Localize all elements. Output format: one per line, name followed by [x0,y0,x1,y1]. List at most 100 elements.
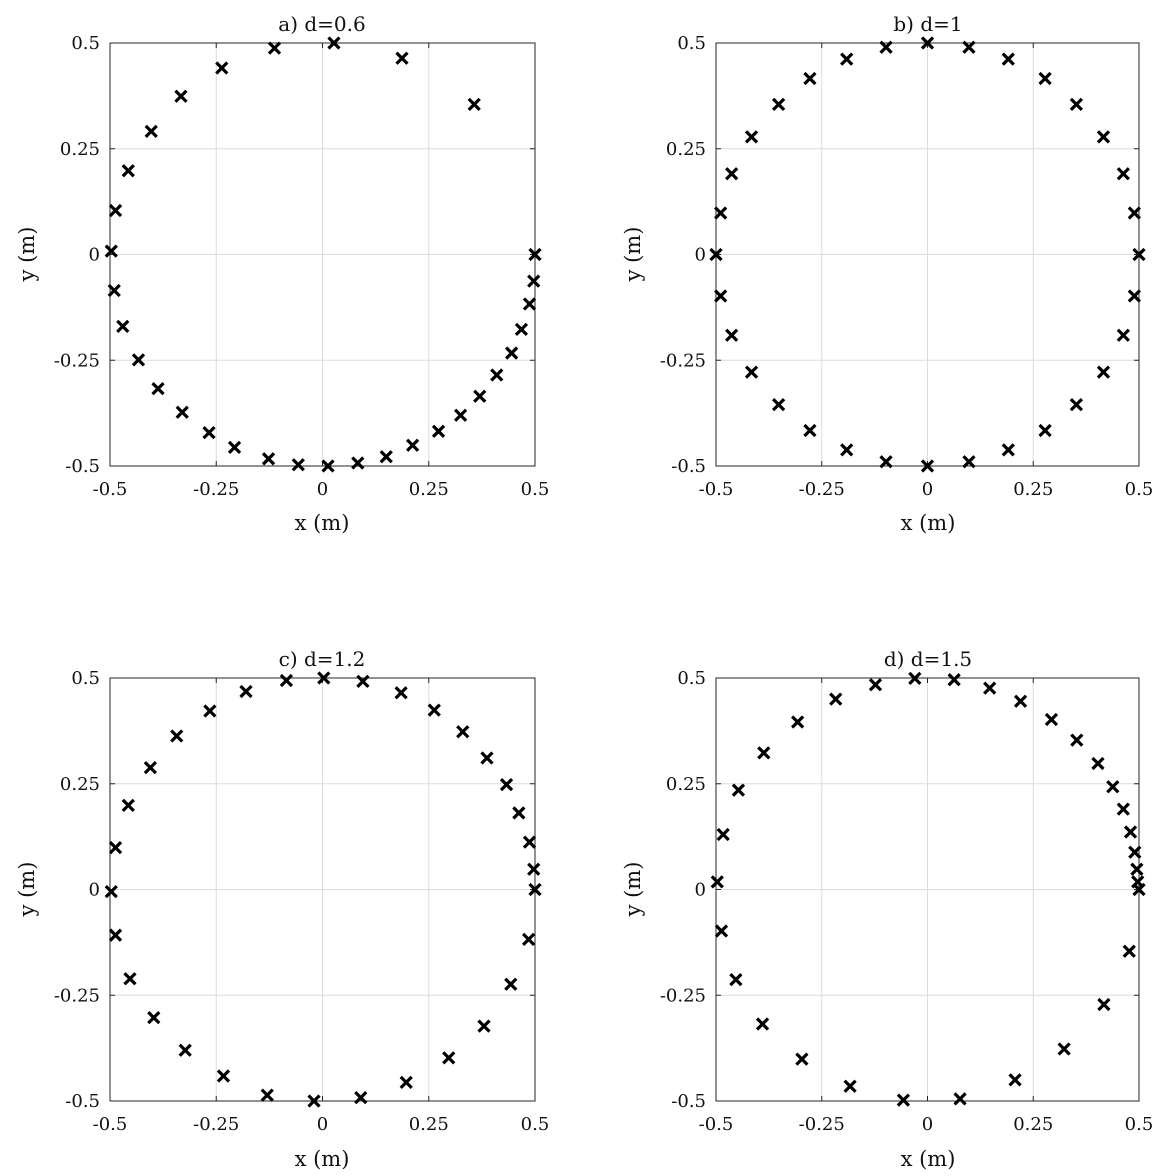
data-point [1132,247,1146,262]
data-point [108,203,123,218]
data-point [1123,825,1138,839]
data-point [803,71,817,86]
data-point [1127,289,1141,303]
data-point [108,928,123,942]
y-tick-label: 0.25 [666,139,706,160]
data-point [908,671,922,686]
markers [104,36,542,473]
data-point [771,97,786,111]
data-point [755,1017,770,1031]
data-point [709,247,723,262]
x-tick-label: 0.5 [1125,479,1154,500]
data-point [528,247,542,262]
data-point [379,450,393,464]
panel-title: d) d=1.5 [884,647,972,671]
data-point [714,924,729,938]
data-point [1127,206,1141,220]
data-point [731,783,746,797]
data-point [962,40,976,54]
data-point [174,89,188,103]
data-point [121,164,135,178]
y-tick-label: -0.5 [671,1091,706,1112]
data-point [1116,328,1130,342]
x-tick-label: -0.5 [93,479,128,500]
ticks: -0.5 -0.25 0 0.25 0.5 -0.5 -0.25 0 0.25 0.5 [54,668,549,1135]
data-point [521,932,536,947]
data-point [267,41,282,55]
x-tick-label: 0.5 [521,479,550,500]
data-point [710,875,724,889]
data-point [1091,756,1105,771]
y-tick-label: 0.5 [71,668,100,689]
y-tick-label: -0.5 [671,456,706,477]
data-point [147,1011,161,1025]
data-point [953,1092,967,1106]
data-point [1038,423,1052,438]
data-point [962,455,976,469]
data-point [317,671,331,685]
data-point [757,746,771,760]
x-tick-label: 0.25 [1013,1114,1053,1135]
data-point [1131,875,1145,889]
grid [109,677,536,1102]
data-point [215,61,229,75]
x-tick-label: 0.5 [1125,1114,1154,1135]
data-point [1116,802,1130,816]
data-point [1116,167,1130,181]
panel-a: a) d=0.6 -0.5 -0.25 0 0.25 0.5 -0.5 -0.25 0 0.25… [15,12,549,535]
data-point [527,274,541,288]
data-point [131,353,146,367]
x-tick-label: -0.25 [193,479,239,500]
data-point [104,884,118,899]
data-point [405,438,420,452]
data-point [499,777,514,792]
data-point [1001,52,1015,66]
data-point [456,725,470,739]
data-point [714,206,728,220]
data-point [843,1079,857,1093]
data-point [528,882,542,897]
data-point [1008,1073,1022,1087]
data-point [279,673,294,688]
x-tick-label: -0.25 [799,479,845,500]
data-point [983,681,997,695]
data-point [840,52,854,66]
data-point [1096,130,1111,144]
data-point [1128,845,1142,859]
y-tick-label: 0.25 [60,139,100,160]
data-point [803,423,817,438]
data-point [1106,780,1120,794]
panel-title: b) d=1 [893,12,962,36]
data-point [202,425,216,440]
data-point [178,1043,192,1057]
data-point [896,1093,911,1107]
panel-c: c) d=1.2 -0.5 -0.25 0 0.25 0.5 -0.5 -0.25 0 0.25… [15,647,549,1171]
x-axis-label: x (m) [901,511,956,535]
data-point [947,673,961,687]
data-point [1038,71,1052,86]
data-point [1001,443,1015,457]
x-tick-label: 0.25 [1013,479,1053,500]
data-point [1057,1042,1071,1056]
data-point [123,972,137,986]
data-point [351,456,365,470]
x-axis-label: x (m) [295,1147,350,1171]
y-tick-label: -0.25 [660,985,706,1006]
y-tick-label: 0 [89,245,100,266]
y-tick-label: -0.5 [65,1091,100,1112]
markers [709,36,1146,473]
y-tick-label: 0.5 [71,33,100,54]
data-point [480,751,494,765]
data-point [151,381,165,396]
data-point [920,36,935,50]
data-point [744,130,759,144]
panel-d: d) d=1.5 -0.5 -0.25 0 0.25 0.5 -0.5 -0.25 0 0.25… [621,647,1153,1171]
y-tick-label: 0.25 [666,774,706,795]
x-tick-label: 0.25 [409,479,449,500]
data-point [791,715,805,729]
y-tick-label: 0.5 [677,33,706,54]
data-point [771,398,786,412]
data-point [725,167,739,181]
y-tick-label: -0.25 [660,350,706,371]
x-axis-label: x (m) [295,511,350,535]
